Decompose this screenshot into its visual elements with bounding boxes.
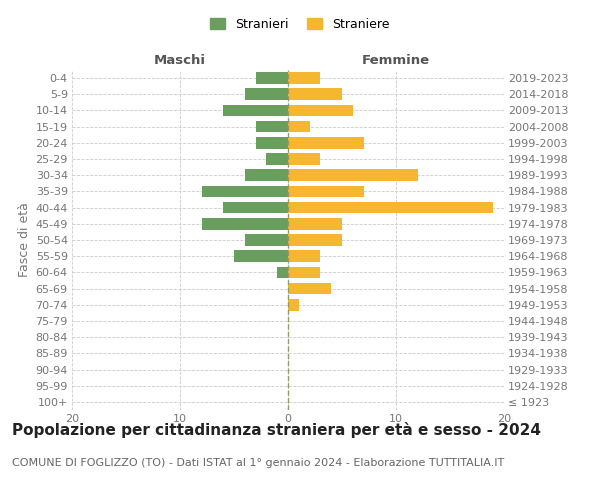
Bar	[202, 186, 288, 198]
Bar	[288, 250, 320, 262]
Bar	[245, 88, 288, 100]
Text: Maschi: Maschi	[154, 54, 206, 67]
Bar	[288, 137, 364, 148]
Bar	[288, 170, 418, 181]
Bar	[245, 170, 288, 181]
Bar	[245, 234, 288, 246]
Bar	[266, 153, 288, 165]
Bar	[288, 282, 331, 294]
Bar	[288, 104, 353, 117]
Bar	[288, 218, 342, 230]
Bar	[234, 250, 288, 262]
Bar	[277, 266, 288, 278]
Bar	[288, 186, 364, 198]
Bar	[288, 234, 342, 246]
Bar	[256, 121, 288, 132]
Text: COMUNE DI FOGLIZZO (TO) - Dati ISTAT al 1° gennaio 2024 - Elaborazione TUTTITALI: COMUNE DI FOGLIZZO (TO) - Dati ISTAT al …	[12, 458, 504, 468]
Text: Femmine: Femmine	[362, 54, 430, 67]
Bar	[288, 153, 320, 165]
Y-axis label: Fasce di età: Fasce di età	[18, 202, 31, 278]
Bar	[288, 88, 342, 100]
Bar	[288, 299, 299, 310]
Bar	[288, 202, 493, 213]
Bar	[288, 121, 310, 132]
Bar	[256, 72, 288, 84]
Bar	[223, 104, 288, 117]
Bar	[288, 72, 320, 84]
Bar	[223, 202, 288, 213]
Bar	[256, 137, 288, 148]
Bar	[202, 218, 288, 230]
Text: Popolazione per cittadinanza straniera per età e sesso - 2024: Popolazione per cittadinanza straniera p…	[12, 422, 541, 438]
Bar	[288, 266, 320, 278]
Legend: Stranieri, Straniere: Stranieri, Straniere	[204, 11, 396, 37]
